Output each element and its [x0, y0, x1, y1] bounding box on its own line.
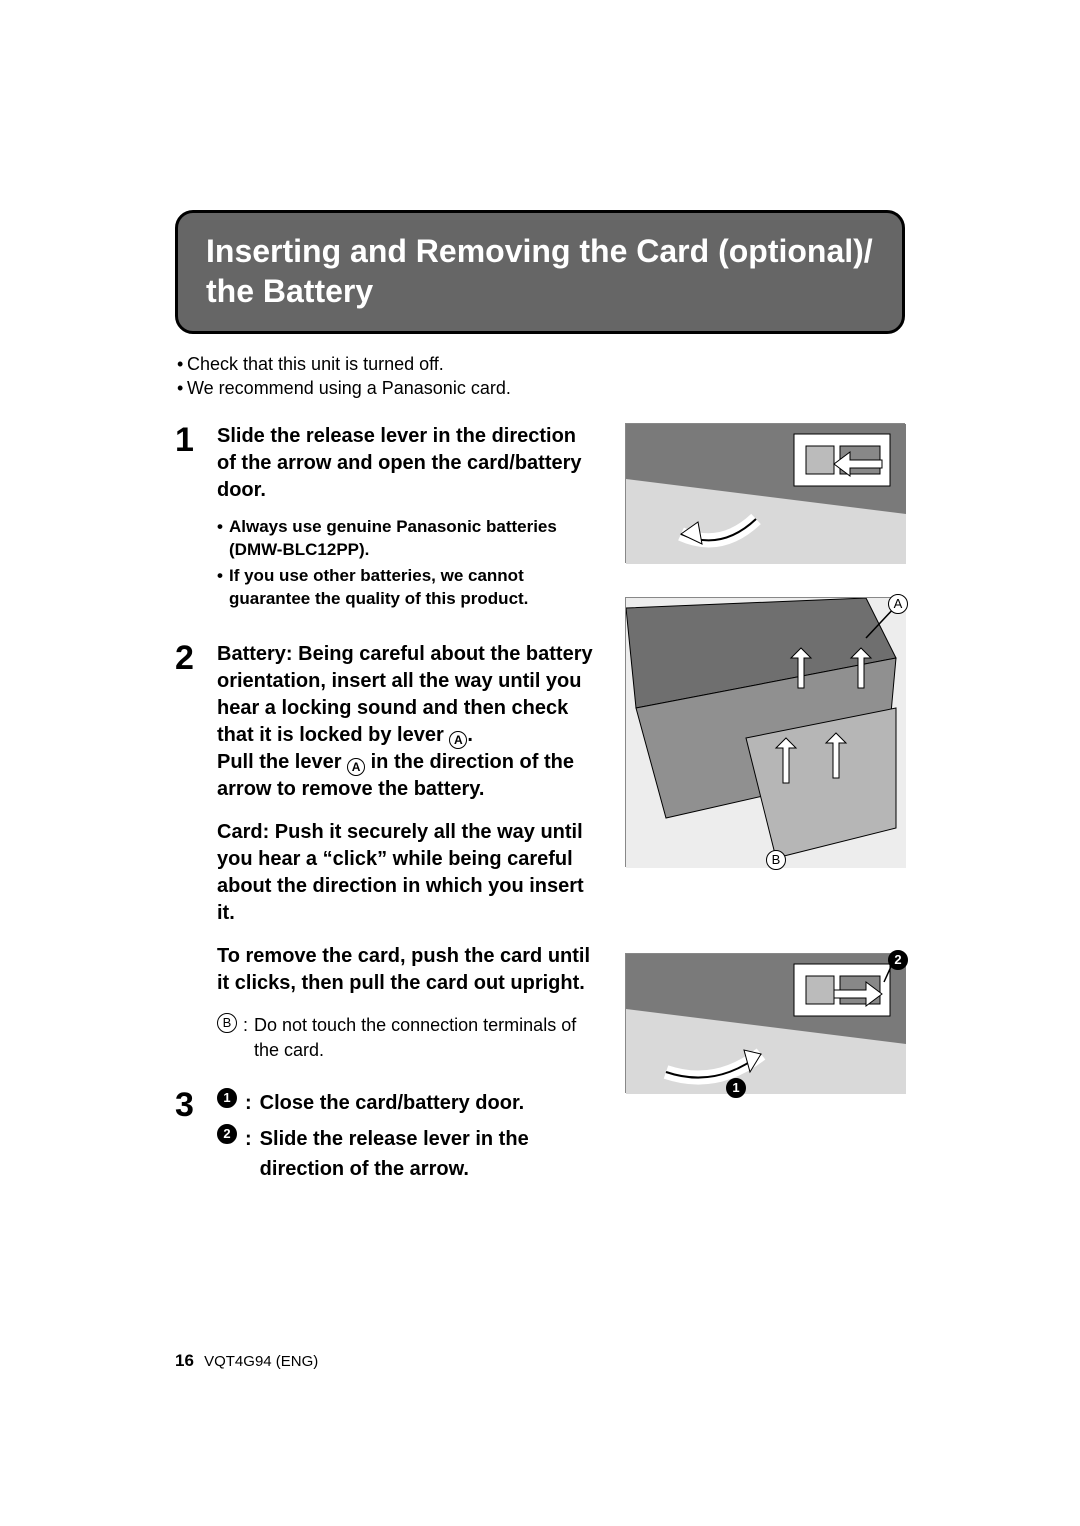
step-number: 1	[175, 423, 205, 616]
step2-lead-pre: Battery: Being careful about the battery…	[217, 643, 593, 746]
figure3-label-2: 2	[888, 950, 908, 970]
figure3-label-1: 1	[726, 1078, 746, 1098]
precondition-item: We recommend using a Panasonic card.	[177, 376, 905, 400]
step2-note-text: Do not touch the connection terminals of…	[254, 1013, 597, 1062]
figure-step2: A B	[625, 597, 905, 867]
lever-a-marker-icon: A	[449, 731, 467, 749]
step2-note: B: Do not touch the connection terminals…	[217, 1013, 597, 1062]
numbered-marker-2-icon: 2	[217, 1124, 237, 1144]
step2-card-paragraph: Card: Push it securely all the way until…	[217, 819, 597, 927]
figure2-label-b: B	[766, 850, 786, 870]
step3-item-2: 2: Slide the release lever in the direct…	[217, 1124, 557, 1184]
step1-sub-bullets: Always use genuine Panasonic batteries (…	[217, 516, 597, 612]
step-3: 3 1: Close the card/battery door. 2: Sli…	[175, 1088, 905, 1190]
lever-a-marker-icon: A	[347, 758, 365, 776]
doc-code: VQT4G94 (ENG)	[204, 1353, 318, 1370]
preconditions-list: Check that this unit is turned off. We r…	[177, 352, 905, 401]
numbered-marker-1-icon: 1	[217, 1088, 237, 1108]
steps-container: A B 2 1	[175, 423, 905, 1190]
step-body: 1: Close the card/battery door. 2: Slide…	[217, 1088, 557, 1190]
figure-step1	[625, 423, 905, 563]
step3-item-1: 1: Close the card/battery door.	[217, 1088, 557, 1118]
step-body: Slide the release lever in the direction…	[217, 423, 597, 616]
step2-line2-pre: Pull the lever	[217, 751, 347, 773]
step2-lead-post: .	[467, 724, 473, 746]
terminal-b-marker-icon: B	[217, 1013, 237, 1033]
page-footer: 16 VQT4G94 (ENG)	[175, 1351, 318, 1371]
step-number: 2	[175, 641, 205, 1062]
step1-lead: Slide the release lever in the direction…	[217, 423, 597, 504]
step2-remove-paragraph: To remove the card, push the card until …	[217, 943, 597, 997]
section-title: Inserting and Removing the Card (optiona…	[206, 231, 874, 311]
step-number: 3	[175, 1088, 205, 1190]
step3-item1-text: Close the card/battery door.	[260, 1088, 557, 1118]
figure-step3: 2 1	[625, 953, 905, 1093]
sub-bullet-item: Always use genuine Panasonic batteries (…	[217, 516, 597, 562]
section-title-box: Inserting and Removing the Card (optiona…	[175, 210, 905, 334]
page-number: 16	[175, 1351, 194, 1370]
precondition-item: Check that this unit is turned off.	[177, 352, 905, 376]
figure2-label-a: A	[888, 594, 908, 614]
step2-battery-paragraph: Battery: Being careful about the battery…	[217, 641, 597, 803]
step-body: Battery: Being careful about the battery…	[217, 641, 597, 1062]
sub-bullet-item: If you use other batteries, we cannot gu…	[217, 565, 597, 611]
step3-item2-text: Slide the release lever in the direction…	[260, 1124, 557, 1184]
